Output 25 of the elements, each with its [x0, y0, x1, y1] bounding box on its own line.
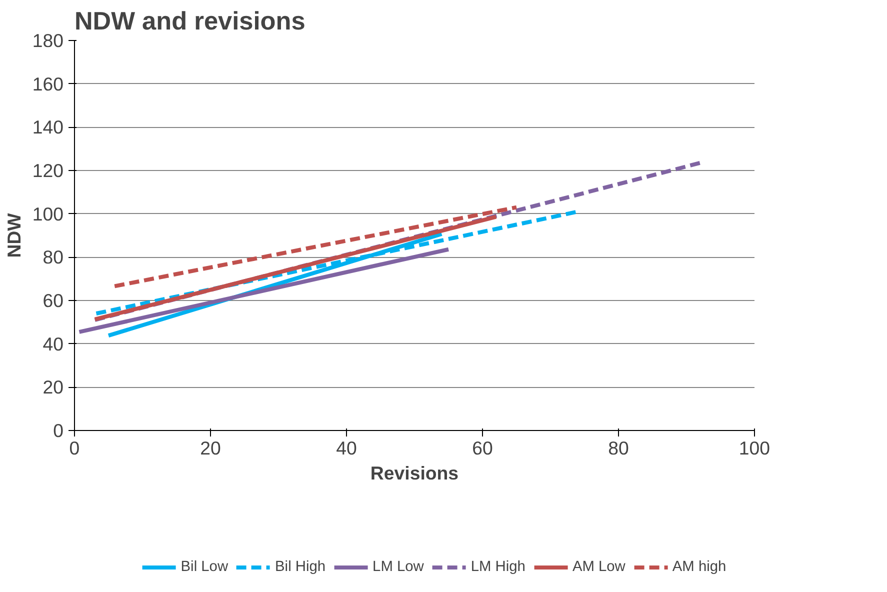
y-axis-title: NDW [3, 212, 24, 258]
y-tick-label: 180 [32, 30, 64, 51]
chart-title: NDW and revisions [74, 8, 306, 36]
x-tick-label: 20 [200, 438, 221, 458]
y-tick-label: 0 [53, 420, 64, 441]
x-tick-label: 100 [738, 438, 770, 458]
y-tick-label: 60 [42, 290, 64, 311]
y-tick-label: 80 [42, 246, 64, 268]
y-tick-label: 140 [32, 116, 64, 138]
y-tick-label: 20 [42, 376, 64, 398]
y-tick-label: 100 [32, 203, 64, 224]
y-tick-label: 160 [32, 73, 64, 94]
legend-label: LM High [470, 558, 526, 574]
x-tick-label: 80 [608, 438, 629, 458]
legend-label: Bil High [275, 558, 326, 574]
x-tick-label: 0 [69, 438, 80, 458]
x-axis-title: Revisions [370, 462, 459, 484]
y-tick-label: 40 [42, 333, 64, 354]
y-tick-label: 120 [32, 160, 64, 181]
legend-label: AM high [672, 558, 726, 574]
x-tick-label: 40 [336, 438, 357, 458]
legend-label: Bil Low [180, 558, 228, 574]
x-tick-label: 60 [472, 438, 493, 458]
legend-label: LM Low [372, 558, 424, 574]
legend-label: AM Low [572, 558, 626, 574]
